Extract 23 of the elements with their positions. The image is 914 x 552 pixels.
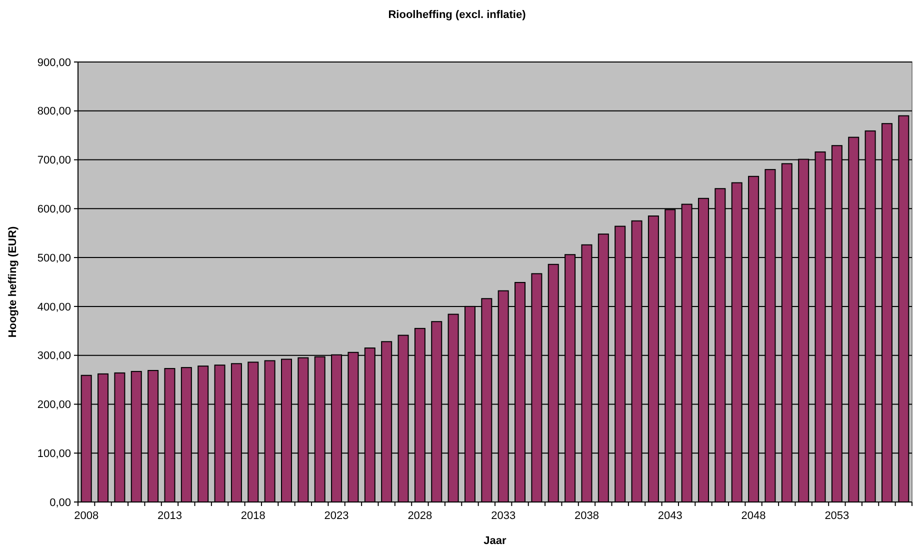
y-tick-label: 400,00 [37, 301, 71, 314]
x-tick-label: 2048 [741, 510, 766, 522]
x-tick-label: 2028 [408, 510, 432, 522]
x-tick-label: 2038 [574, 510, 599, 522]
y-tick-label: 900,00 [37, 56, 71, 69]
x-tick-label: 2043 [658, 510, 682, 522]
x-tick-label: 2033 [491, 510, 516, 522]
y-tick-label: 700,00 [37, 154, 71, 167]
x-tick-label: 2008 [74, 510, 99, 522]
x-tick-label: 2013 [158, 510, 182, 522]
x-tick-label: 2053 [824, 510, 850, 522]
chart-title: Rioolheffing (excl. inflatie) [388, 9, 526, 21]
x-axis-title: Jaar [484, 535, 508, 547]
y-tick-label: 800,00 [37, 106, 71, 118]
y-tick-label: 500,00 [37, 252, 71, 264]
y-tick-label: 100,00 [37, 448, 71, 460]
x-tick-label: 2018 [240, 510, 266, 522]
y-axis-title: Hoogte heffing (EUR) [7, 226, 19, 338]
y-tick-label: 0,00 [50, 496, 71, 509]
y-tick-label: 600,00 [37, 204, 71, 216]
y-tick-label: 200,00 [37, 399, 71, 412]
x-tick-label: 2023 [324, 510, 349, 522]
y-tick-label: 300,00 [37, 350, 71, 362]
